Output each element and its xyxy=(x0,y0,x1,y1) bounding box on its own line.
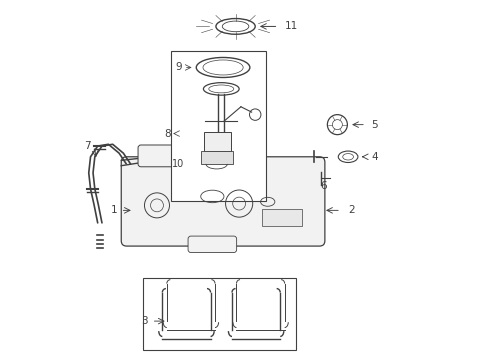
Text: 6: 6 xyxy=(319,181,325,192)
Text: 11: 11 xyxy=(284,21,297,31)
Bar xyxy=(142,278,296,350)
FancyBboxPatch shape xyxy=(121,157,324,246)
Text: 1: 1 xyxy=(111,205,117,215)
Text: 7: 7 xyxy=(84,141,90,151)
Text: 10: 10 xyxy=(172,159,184,169)
Text: 9: 9 xyxy=(175,63,182,72)
Text: 3: 3 xyxy=(141,316,147,326)
Text: 8: 8 xyxy=(164,129,171,139)
Bar xyxy=(200,151,232,164)
FancyBboxPatch shape xyxy=(138,145,193,167)
Bar xyxy=(262,208,301,226)
Text: 5: 5 xyxy=(370,120,377,130)
Text: 4: 4 xyxy=(370,152,377,162)
Text: 2: 2 xyxy=(347,205,354,215)
FancyBboxPatch shape xyxy=(203,147,250,166)
Bar xyxy=(203,132,230,152)
FancyBboxPatch shape xyxy=(188,236,236,252)
Bar xyxy=(171,51,265,202)
